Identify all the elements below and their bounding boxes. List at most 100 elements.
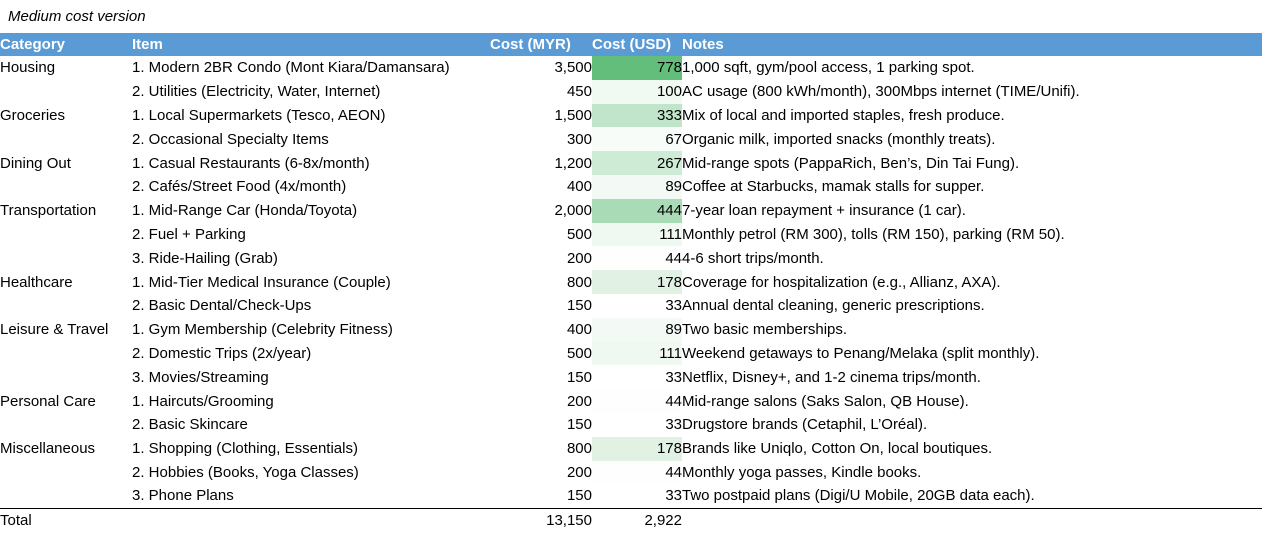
cell-category[interactable]: [0, 294, 132, 318]
cell-category[interactable]: [0, 342, 132, 366]
cell-cost-usd[interactable]: 33: [592, 293, 682, 318]
cell-notes[interactable]: Annual dental cleaning, generic prescrip…: [682, 297, 985, 315]
cell-category[interactable]: [0, 484, 132, 508]
cell-item[interactable]: 3. Ride-Hailing (Grab): [132, 249, 278, 267]
cell-cost-usd[interactable]: 44: [592, 246, 682, 271]
total-cost-usd[interactable]: 2,922: [592, 507, 682, 533]
cell-notes[interactable]: AC usage (800 kWh/month), 300Mbps intern…: [682, 83, 1080, 101]
cell-category[interactable]: [0, 365, 132, 389]
total-cost-myr[interactable]: 13,150: [490, 507, 592, 533]
cell-category[interactable]: [0, 461, 132, 485]
cell-cost-myr[interactable]: 1,500: [554, 106, 592, 124]
cell-cost-usd[interactable]: 33: [592, 365, 682, 390]
total-label[interactable]: Total: [0, 507, 132, 533]
cell-cost-myr[interactable]: 400: [566, 321, 592, 339]
cell-cost-myr[interactable]: 150: [566, 368, 592, 386]
cell-category[interactable]: Healthcare: [0, 273, 73, 291]
cell-cost-usd[interactable]: 778: [592, 56, 682, 80]
col-header-cost-myr[interactable]: Cost (MYR): [490, 33, 592, 56]
cell-notes[interactable]: 4-6 short trips/month.: [682, 249, 824, 267]
cell-item[interactable]: 1. Modern 2BR Condo (Mont Kiara/Damansar…: [132, 59, 450, 77]
cell-cost-usd[interactable]: 444: [592, 198, 682, 223]
total-notes[interactable]: [682, 507, 1262, 533]
cell-category[interactable]: Housing: [0, 59, 56, 77]
cell-cost-usd[interactable]: 33: [592, 412, 682, 437]
cell-cost-usd[interactable]: 44: [592, 389, 682, 413]
cell-cost-usd[interactable]: 33: [592, 484, 682, 509]
cell-cost-myr[interactable]: 450: [566, 83, 592, 101]
cell-item[interactable]: 1. Mid-Tier Medical Insurance (Couple): [132, 273, 391, 291]
cell-category[interactable]: Dining Out: [0, 154, 71, 172]
cell-item[interactable]: 2. Basic Dental/Check-Ups: [132, 297, 312, 315]
cell-cost-myr[interactable]: 300: [566, 130, 592, 148]
cell-notes[interactable]: Monthly petrol (RM 300), tolls (RM 150),…: [682, 225, 1065, 243]
cell-cost-myr[interactable]: 200: [566, 392, 592, 410]
cell-notes[interactable]: 1,000 sqft, gym/pool access, 1 parking s…: [682, 59, 975, 77]
cell-category[interactable]: Personal Care: [0, 392, 96, 410]
col-header-category[interactable]: Category: [0, 33, 132, 56]
cell-item[interactable]: 1. Gym Membership (Celebrity Fitness): [132, 321, 393, 339]
cell-item[interactable]: 1. Mid-Range Car (Honda/Toyota): [132, 202, 358, 220]
cell-item[interactable]: 2. Basic Skincare: [132, 416, 248, 434]
cell-notes[interactable]: Drugstore brands (Cetaphil, L’Oréal).: [682, 416, 928, 434]
cell-item[interactable]: 1. Haircuts/Grooming: [132, 392, 274, 410]
col-header-cost-usd[interactable]: Cost (USD): [592, 33, 682, 56]
cell-cost-usd[interactable]: 267: [592, 151, 682, 175]
cell-category[interactable]: Groceries: [0, 106, 66, 124]
cell-notes[interactable]: Brands like Uniqlo, Cotton On, local bou…: [682, 440, 993, 458]
cell-cost-usd[interactable]: 100: [592, 79, 682, 104]
cell-cost-usd[interactable]: 111: [592, 222, 682, 247]
cell-cost-myr[interactable]: 500: [566, 344, 592, 362]
cell-category[interactable]: Leisure & Travel: [0, 321, 109, 339]
cell-cost-usd[interactable]: 89: [592, 174, 682, 199]
cell-notes[interactable]: Netflix, Disney+, and 1-2 cinema trips/m…: [682, 368, 981, 386]
cell-category[interactable]: [0, 223, 132, 247]
cell-cost-myr[interactable]: 150: [566, 416, 592, 434]
cell-item[interactable]: 3. Movies/Streaming: [132, 368, 269, 386]
cell-category[interactable]: [0, 413, 132, 437]
col-header-notes[interactable]: Notes: [682, 33, 1262, 56]
cell-cost-usd[interactable]: 178: [592, 436, 682, 461]
cell-cost-myr[interactable]: 150: [566, 487, 592, 505]
cell-cost-myr[interactable]: 200: [566, 463, 592, 481]
cell-category[interactable]: Miscellaneous: [0, 440, 96, 458]
cell-category[interactable]: [0, 127, 132, 151]
cell-item[interactable]: 1. Local Supermarkets (Tesco, AEON): [132, 106, 386, 124]
cell-notes[interactable]: Organic milk, imported snacks (monthly t…: [682, 130, 996, 148]
cell-cost-usd[interactable]: 111: [592, 341, 682, 366]
cell-notes[interactable]: Mid-range salons (Saks Salon, QB House).: [682, 392, 969, 410]
cell-cost-usd[interactable]: 333: [592, 103, 682, 128]
cell-notes[interactable]: Two basic memberships.: [682, 321, 848, 339]
cell-item[interactable]: 2. Fuel + Parking: [132, 225, 246, 243]
cell-category[interactable]: [0, 175, 132, 199]
cell-notes[interactable]: Coffee at Starbucks, mamak stalls for su…: [682, 178, 985, 196]
cell-cost-usd[interactable]: 178: [592, 270, 682, 294]
sheet-title[interactable]: Medium cost version: [8, 8, 146, 25]
cell-notes[interactable]: Two postpaid plans (Digi/U Mobile, 20GB …: [682, 487, 1035, 505]
cell-cost-myr[interactable]: 3,500: [554, 59, 592, 77]
cell-cost-myr[interactable]: 400: [566, 178, 592, 196]
cell-cost-myr[interactable]: 500: [566, 225, 592, 243]
cell-item[interactable]: 3. Phone Plans: [132, 487, 234, 505]
cell-item[interactable]: 1. Casual Restaurants (6-8x/month): [132, 154, 370, 172]
cell-notes[interactable]: Coverage for hospitalization (e.g., Alli…: [682, 273, 1001, 291]
cell-cost-myr[interactable]: 1,200: [554, 154, 592, 172]
cell-category[interactable]: Transportation: [0, 202, 97, 220]
cell-cost-usd[interactable]: 67: [592, 127, 682, 152]
col-header-item[interactable]: Item: [132, 33, 490, 56]
cell-notes[interactable]: 7-year loan repayment + insurance (1 car…: [682, 202, 966, 220]
cell-cost-myr[interactable]: 2,000: [554, 202, 592, 220]
cell-cost-usd[interactable]: 44: [592, 460, 682, 485]
cell-cost-usd[interactable]: 89: [592, 317, 682, 342]
cell-item[interactable]: 2. Domestic Trips (2x/year): [132, 344, 312, 362]
cell-item[interactable]: 1. Shopping (Clothing, Essentials): [132, 440, 358, 458]
cell-item[interactable]: 2. Occasional Specialty Items: [132, 130, 329, 148]
cell-notes[interactable]: Mid-range spots (PappaRich, Ben’s, Din T…: [682, 154, 1020, 172]
cell-cost-myr[interactable]: 800: [566, 440, 592, 458]
cell-cost-myr[interactable]: 200: [566, 249, 592, 267]
cell-notes[interactable]: Weekend getaways to Penang/Melaka (split…: [682, 344, 1040, 362]
cell-cost-myr[interactable]: 800: [566, 273, 592, 291]
cell-notes[interactable]: Monthly yoga passes, Kindle books.: [682, 463, 922, 481]
cell-item[interactable]: 2. Utilities (Electricity, Water, Intern…: [132, 83, 381, 101]
cell-item[interactable]: 2. Hobbies (Books, Yoga Classes): [132, 463, 359, 481]
